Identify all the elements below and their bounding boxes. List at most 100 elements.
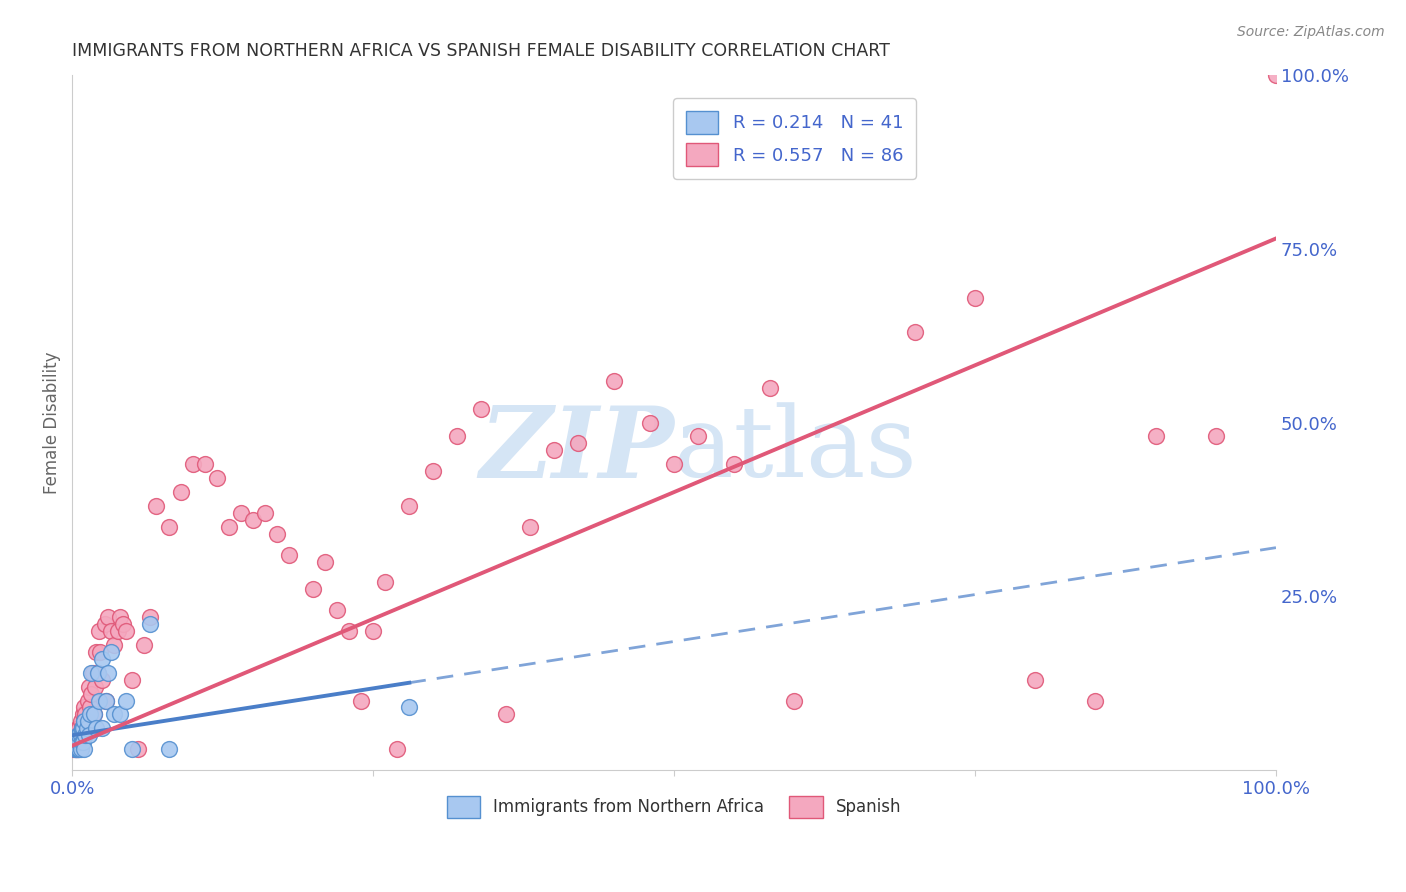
Point [69, 742, 91, 756]
Y-axis label: Female Disability: Female Disability [44, 351, 60, 494]
Point [638, 416, 661, 430]
Point [65, 728, 87, 742]
Point [94, 693, 117, 707]
Point [63, 735, 86, 749]
Point [398, 499, 420, 513]
Point [67, 735, 90, 749]
Point [904, 326, 927, 340]
Point [76, 721, 98, 735]
Point [97, 610, 120, 624]
Point [72, 707, 94, 722]
Point [69, 728, 91, 742]
Point [75, 707, 97, 722]
Point [69, 735, 91, 749]
Point [302, 582, 325, 597]
Point [86, 665, 108, 680]
Point [181, 458, 204, 472]
Point [69, 728, 91, 742]
Point [63, 742, 86, 756]
Point [65, 735, 87, 749]
Point [242, 513, 264, 527]
Point [110, 707, 132, 722]
Point [87, 624, 110, 638]
Point [91, 652, 114, 666]
Point [69, 735, 91, 749]
Text: Source: ZipAtlas.com: Source: ZipAtlas.com [1237, 25, 1385, 39]
Point [194, 458, 217, 472]
Point [783, 693, 806, 707]
Point [80, 665, 103, 680]
Point [1205, 429, 1227, 443]
Point [84, 680, 107, 694]
Point [110, 610, 132, 624]
Point [107, 624, 129, 638]
Point [422, 464, 444, 478]
Point [205, 471, 228, 485]
Point [79, 700, 101, 714]
Point [127, 742, 149, 756]
Point [134, 638, 156, 652]
Point [70, 721, 93, 735]
Point [723, 458, 745, 472]
Point [100, 645, 122, 659]
Point [169, 485, 191, 500]
Point [139, 610, 162, 624]
Point [69, 714, 91, 729]
Point [759, 381, 782, 395]
Point [387, 742, 409, 756]
Point [470, 401, 492, 416]
Point [73, 714, 96, 729]
Point [93, 617, 115, 632]
Point [1084, 693, 1107, 707]
Point [77, 693, 100, 707]
Point [66, 735, 89, 749]
Point [543, 443, 565, 458]
Point [62, 742, 84, 756]
Point [963, 291, 986, 305]
Point [66, 728, 89, 742]
Point [266, 526, 288, 541]
Point [77, 680, 100, 694]
Point [73, 700, 96, 714]
Point [72, 721, 94, 735]
Point [84, 721, 107, 735]
Point [83, 707, 105, 722]
Point [145, 499, 167, 513]
Point [337, 624, 360, 638]
Point [94, 693, 117, 707]
Point [326, 603, 349, 617]
Point [79, 707, 101, 722]
Point [69, 721, 91, 735]
Point [91, 721, 114, 735]
Point [67, 742, 90, 756]
Point [76, 721, 98, 735]
Point [67, 728, 90, 742]
Point [398, 700, 420, 714]
Point [139, 617, 162, 632]
Point [446, 429, 468, 443]
Point [1144, 429, 1167, 443]
Point [67, 742, 90, 756]
Point [115, 624, 138, 638]
Point [63, 742, 86, 756]
Point [83, 707, 105, 722]
Point [67, 721, 90, 735]
Point [73, 714, 96, 729]
Point [70, 721, 93, 735]
Point [91, 673, 114, 687]
Point [229, 506, 252, 520]
Point [69, 742, 91, 756]
Point [253, 506, 276, 520]
Point [103, 638, 125, 652]
Point [70, 735, 93, 749]
Legend: Immigrants from Northern Africa, Spanish: Immigrants from Northern Africa, Spanish [440, 789, 908, 824]
Point [115, 693, 138, 707]
Point [603, 374, 626, 388]
Point [65, 742, 87, 756]
Point [103, 707, 125, 722]
Point [218, 520, 240, 534]
Point [97, 665, 120, 680]
Point [86, 665, 108, 680]
Point [73, 742, 96, 756]
Point [495, 707, 517, 722]
